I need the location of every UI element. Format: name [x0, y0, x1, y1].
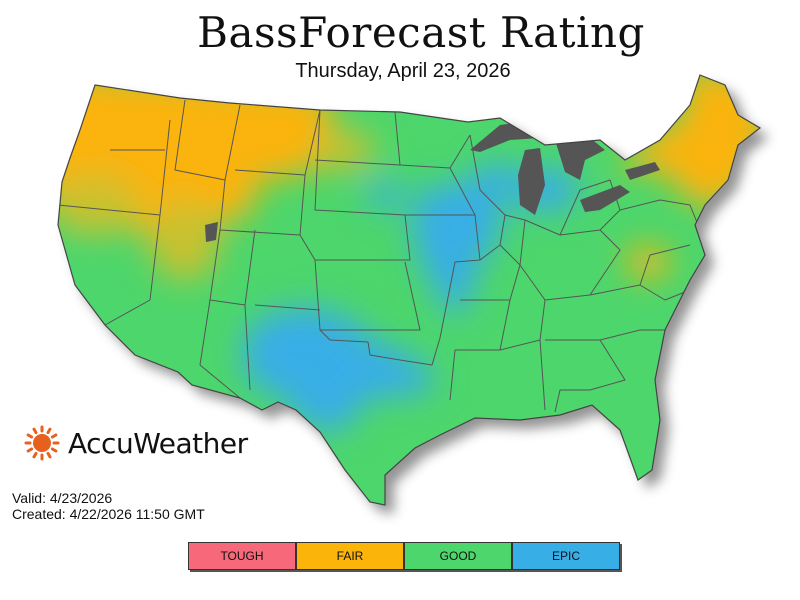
epic-zone-southwest	[240, 305, 430, 432]
epic-zone-wisconsin	[473, 162, 517, 198]
us-outline	[57, 74, 762, 506]
valid-date: Valid: 4/23/2026	[12, 490, 113, 506]
legend-item-fair: FAIR	[296, 542, 404, 570]
map-meta: Valid: 4/23/2026 Created: 4/22/2026 11:5…	[12, 490, 205, 522]
fair-zone-northwest	[58, 75, 330, 260]
legend-item-good: GOOD	[404, 542, 512, 570]
created-date: Created: 4/22/2026 11:50 GMT	[12, 506, 205, 522]
legend: TOUGH FAIR GOOD EPIC	[188, 542, 620, 570]
sun-icon	[24, 425, 60, 461]
map-title: BassForecast Rating	[197, 8, 645, 57]
great-lakes	[205, 120, 660, 242]
legend-item-tough: TOUGH	[188, 542, 296, 570]
epic-zone-gulf	[375, 364, 435, 396]
map-date: Thursday, April 23, 2026	[295, 60, 511, 82]
epic-zone-sd	[367, 181, 403, 209]
fair-zone-great-basin	[150, 200, 220, 280]
legend-item-epic: EPIC	[512, 542, 620, 570]
state-borders	[58, 99, 701, 413]
fair-zone-dakota-edge	[315, 130, 375, 170]
brand-name: AccuWeather	[68, 426, 248, 460]
accuweather-logo: AccuWeather	[24, 420, 248, 466]
fair-zone-northwest-edge	[58, 175, 140, 235]
